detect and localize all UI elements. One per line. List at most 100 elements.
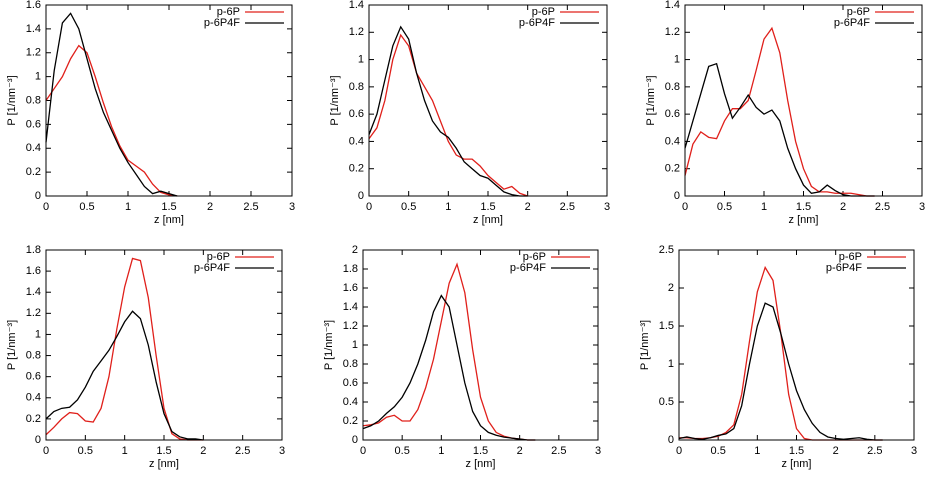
x-tick-label: 0 <box>43 445 49 457</box>
y-axis-label: P [1/nm⁻³] <box>6 75 18 125</box>
data-line <box>368 25 528 197</box>
y-tick-label: 0.8 <box>349 81 364 93</box>
x-tick-label: 2.5 <box>235 445 250 457</box>
y-tick-label: 0.8 <box>26 94 41 106</box>
x-tick-label: 0.5 <box>717 201 732 213</box>
chart-panel: 0 0.2 0.4 0.6 0.8 1 1.2 1.4 0 0.5 1 1.5 2 2.5 3 z [nm] P… <box>329 0 610 226</box>
x-tick-label: 0 <box>676 445 682 457</box>
y-tick-label: 0 <box>358 190 364 202</box>
y-tick-label: 1 <box>668 358 674 370</box>
x-axis-label: z [nm] <box>473 214 503 226</box>
x-tick-label: 2.5 <box>560 201 575 213</box>
x-tick-label: 2 <box>517 445 523 457</box>
plot-frame <box>45 249 283 441</box>
y-tick-label: 1.2 <box>26 307 41 319</box>
y-tick-label: 2.5 <box>659 244 674 256</box>
data-line <box>679 265 883 441</box>
y-tick-label: 0 <box>35 434 41 446</box>
y-tick-label: 2 <box>352 244 358 256</box>
y-tick-label: 0.4 <box>665 135 680 147</box>
y-tick-label: 1.6 <box>343 282 358 294</box>
y-tick-label: 0.6 <box>349 108 364 120</box>
data-line <box>678 302 883 441</box>
x-tick-label: 1 <box>761 201 767 213</box>
x-axis-label: z [nm] <box>154 214 184 226</box>
x-tick-label: 1 <box>122 445 128 457</box>
legend-label: p-6P <box>217 6 240 18</box>
x-tick-label: 2.5 <box>875 201 890 213</box>
y-tick-label: 1 <box>35 71 41 83</box>
y-tick-label: 0.4 <box>349 135 364 147</box>
y-tick-label: 0 <box>35 190 41 202</box>
x-tick-label: 1.5 <box>156 445 171 457</box>
y-tick-label: 0.2 <box>665 163 680 175</box>
x-tick-label: 3 <box>911 445 917 457</box>
y-tick-label: 1.2 <box>665 26 680 38</box>
x-tick-label: 2.5 <box>551 445 566 457</box>
y-tick-label: 0.8 <box>343 358 358 370</box>
data-line <box>362 262 536 441</box>
y-tick-label: 1.8 <box>343 263 358 275</box>
data-line <box>368 33 528 197</box>
y-tick-label: 0.2 <box>26 413 41 425</box>
y-tick-label: 2 <box>668 282 674 294</box>
y-tick-label: 1 <box>35 328 41 340</box>
y-tick-label: 1 <box>674 53 680 65</box>
y-tick-label: 0.4 <box>343 396 358 408</box>
x-tick-label: 1.5 <box>789 445 804 457</box>
y-tick-label: 0 <box>668 434 674 446</box>
x-tick-label: 0 <box>366 201 372 213</box>
y-tick-label: 1.8 <box>26 244 41 256</box>
y-axis-label: P [1/nm⁻³] <box>329 75 341 125</box>
x-tick-label: 3 <box>604 201 610 213</box>
legend-label: p-6P <box>532 6 555 18</box>
x-tick-label: 0.5 <box>395 445 410 457</box>
x-tick-label: 0 <box>360 445 366 457</box>
y-tick-label: 0.2 <box>26 166 41 178</box>
legend-label: p-6P4F <box>834 17 870 29</box>
y-tick-label: 1.4 <box>665 0 680 11</box>
y-tick-label: 0.2 <box>343 415 358 427</box>
y-axis-label: P [1/nm⁻³] <box>639 320 651 370</box>
x-axis-label: z [nm] <box>782 458 812 470</box>
legend-label: p-6P <box>839 251 862 263</box>
y-tick-label: 1.2 <box>349 26 364 38</box>
y-tick-label: 1.4 <box>349 0 364 11</box>
x-tick-label: 3 <box>279 445 285 457</box>
data-line <box>45 44 178 197</box>
x-tick-label: 1 <box>754 445 760 457</box>
y-tick-label: 0.5 <box>659 396 674 408</box>
y-tick-label: 1.2 <box>343 320 358 332</box>
y-tick-label: 1.6 <box>26 265 41 277</box>
x-tick-label: 0.5 <box>78 445 93 457</box>
chart-panel: 0 0.2 0.4 0.6 0.8 1 1.2 1.4 1.6 1.8 2 0 0.5 1 1.5 2 2.5 3… <box>323 244 601 470</box>
y-tick-label: 1.4 <box>26 286 41 298</box>
y-tick-label: 1.6 <box>26 0 41 11</box>
y-axis-label: P [1/nm⁻³] <box>645 75 657 125</box>
y-tick-label: 1.2 <box>26 47 41 59</box>
chart-panel: 0 0.2 0.4 0.6 0.8 1 1.2 1.4 1.6 0 0.5 1 1.5 2 2.5 3 z [n… <box>6 0 295 226</box>
legend-label: p-6P <box>847 6 870 18</box>
legend-label: p-6P4F <box>519 17 555 29</box>
x-tick-label: 1 <box>445 201 451 213</box>
x-tick-label: 2 <box>200 445 206 457</box>
x-tick-label: 2.5 <box>867 445 882 457</box>
x-tick-label: 1.5 <box>480 201 495 213</box>
x-tick-label: 1.5 <box>161 201 176 213</box>
y-tick-label: 0.2 <box>349 163 364 175</box>
x-tick-label: 0.5 <box>711 445 726 457</box>
plot-frame <box>684 4 923 197</box>
x-axis-label: z [nm] <box>789 214 819 226</box>
y-axis-label: P [1/nm⁻³] <box>6 320 18 370</box>
chart-panel: 0 0.5 1 1.5 2 2.5 0 0.5 1 1.5 2 2.5 3 z [nm] P [1/nm⁻³… <box>639 244 917 470</box>
x-tick-label: 2 <box>525 201 531 213</box>
x-tick-label: 2 <box>833 445 839 457</box>
legend-label: p-6P <box>207 251 230 263</box>
y-tick-label: 0 <box>352 434 358 446</box>
y-tick-label: 1 <box>358 53 364 65</box>
chart-panel: 0 0.2 0.4 0.6 0.8 1 1.2 1.4 0 0.5 1 1.5 2 2.5 3 z [nm] P… <box>645 0 925 226</box>
x-tick-label: 1.5 <box>796 201 811 213</box>
y-tick-label: 0.6 <box>343 377 358 389</box>
